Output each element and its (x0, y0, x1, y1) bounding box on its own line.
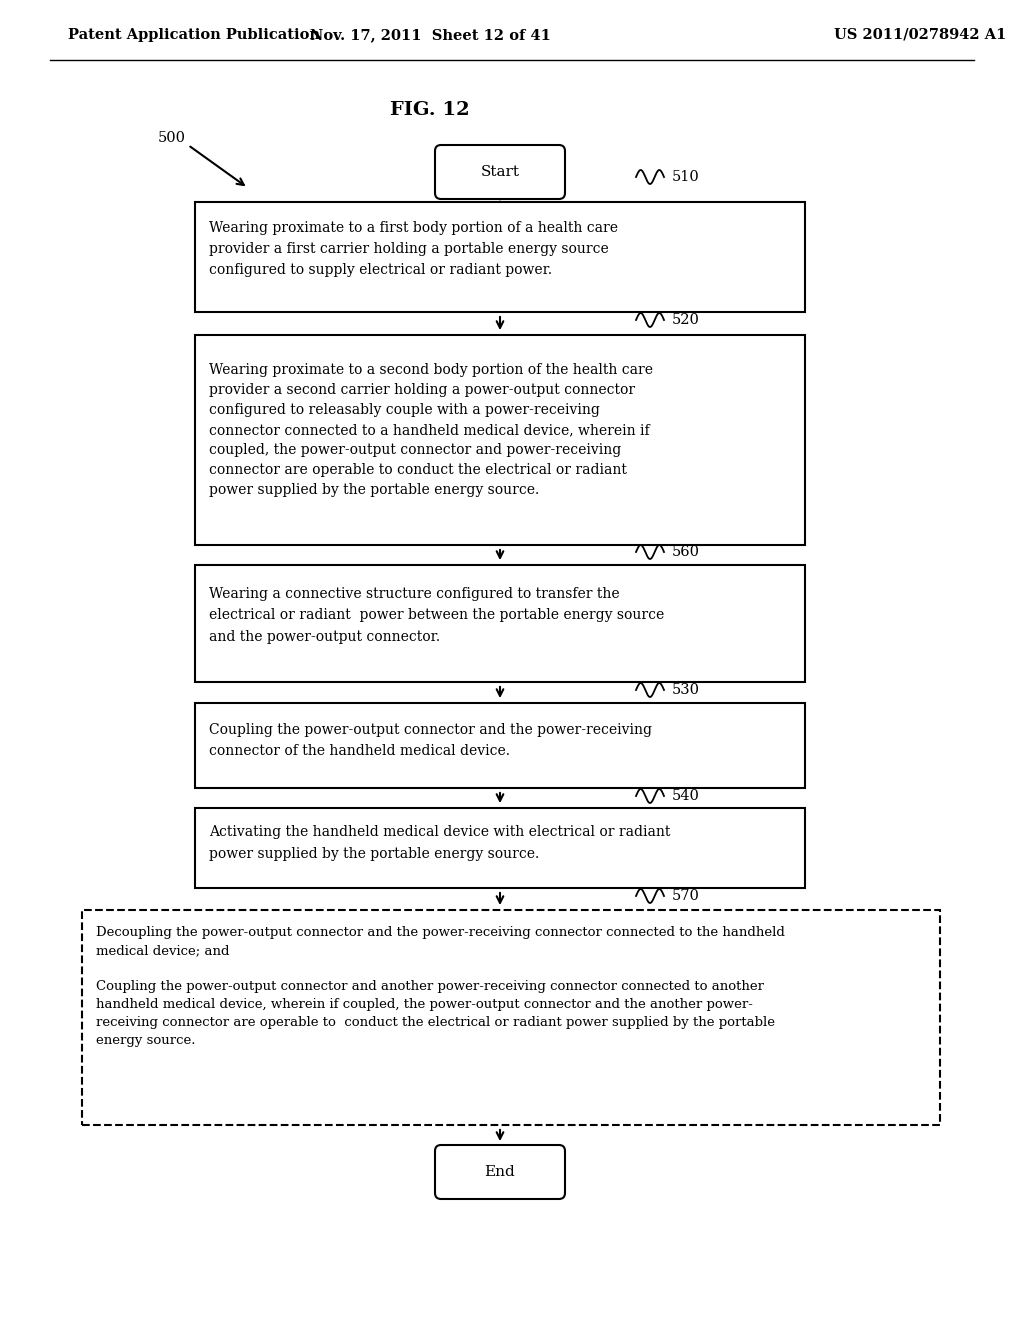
Text: End: End (484, 1166, 515, 1179)
Text: US 2011/0278942 A1: US 2011/0278942 A1 (834, 28, 1007, 42)
Bar (195, 202, 805, 312)
Text: Activating the handheld medical device with electrical or radiant
power supplied: Activating the handheld medical device w… (209, 825, 671, 861)
Bar (195, 335, 805, 545)
Text: Coupling the power-output connector and the power-receiving
connector of the han: Coupling the power-output connector and … (209, 723, 652, 758)
Text: 510: 510 (672, 170, 699, 183)
Text: Patent Application Publication: Patent Application Publication (68, 28, 319, 42)
Bar (82, 909, 940, 1125)
FancyBboxPatch shape (435, 145, 565, 199)
Text: Nov. 17, 2011  Sheet 12 of 41: Nov. 17, 2011 Sheet 12 of 41 (309, 28, 551, 42)
Text: 540: 540 (672, 789, 699, 803)
FancyBboxPatch shape (435, 1144, 565, 1199)
Bar (195, 565, 805, 682)
Bar (195, 808, 805, 888)
Text: FIG. 12: FIG. 12 (390, 102, 470, 119)
Text: 530: 530 (672, 682, 700, 697)
Text: Wearing proximate to a first body portion of a health care
provider a first carr: Wearing proximate to a first body portio… (209, 220, 618, 277)
Text: 520: 520 (672, 313, 699, 327)
Text: Start: Start (480, 165, 519, 180)
Text: 560: 560 (672, 545, 700, 558)
Text: Wearing a connective structure configured to transfer the
electrical or radiant : Wearing a connective structure configure… (209, 587, 665, 644)
Bar (195, 704, 805, 788)
Text: Decoupling the power-output connector and the power-receiving connector connecte: Decoupling the power-output connector an… (96, 927, 784, 1047)
Text: 500: 500 (158, 131, 186, 145)
Text: 570: 570 (672, 888, 699, 903)
Text: Wearing proximate to a second body portion of the health care
provider a second : Wearing proximate to a second body porti… (209, 363, 653, 498)
